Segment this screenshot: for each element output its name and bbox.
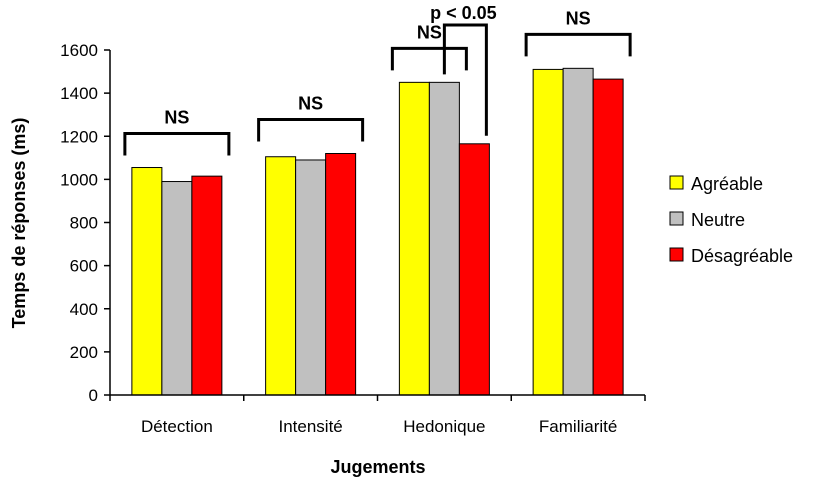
x-tick-label: Détection <box>141 417 213 436</box>
legend-swatch <box>669 175 684 190</box>
bar-familiarité-0 <box>532 68 564 396</box>
bar-détection-1 <box>161 181 193 396</box>
annotation-p-value: p < 0.05 <box>430 3 497 23</box>
bracket-ns <box>524 32 632 57</box>
x-ticks-group: Détection Intensité Hedonique Familiarité <box>109 395 646 436</box>
legend-label: Désagréable <box>691 246 793 266</box>
x-tick-label: Hedonique <box>403 417 485 436</box>
bar-intensité-0 <box>265 156 297 396</box>
legend: Agréable Neutre Désagréable <box>669 174 793 266</box>
y-tick-label: 600 <box>70 257 98 276</box>
legend-label: Neutre <box>691 210 745 230</box>
y-tick-label: 1600 <box>60 41 98 60</box>
x-axis-title: Jugements <box>330 457 425 477</box>
y-tick-label: 0 <box>89 386 98 405</box>
bracket-ns <box>390 46 468 71</box>
y-tick-label: 1400 <box>60 84 98 103</box>
legend-swatch <box>669 211 684 226</box>
bars-group <box>131 67 624 396</box>
bar-familiarité-1 <box>562 67 594 396</box>
legend-label: Agréable <box>691 174 763 194</box>
bracket-ns <box>123 132 231 156</box>
bracket-significance <box>442 23 488 136</box>
bar-détection-0 <box>131 167 163 396</box>
bar-hedonique-0 <box>398 81 430 396</box>
y-tick-label: 800 <box>70 214 98 233</box>
y-tick-label: 400 <box>70 300 98 319</box>
annotation-ns: NS <box>298 94 323 114</box>
y-axis-title: Temps de réponses (ms) <box>9 118 29 329</box>
bar-familiarité-2 <box>592 78 624 396</box>
bar-intensité-2 <box>325 153 357 396</box>
annotation-ns: NS <box>417 22 442 42</box>
bar-détection-2 <box>191 175 223 396</box>
x-tick-label: Familiarité <box>539 417 617 436</box>
annotation-ns: NS <box>164 108 189 128</box>
bar-hedonique-2 <box>458 143 490 396</box>
y-ticks-group: 0 200 400 600 800 1000 1200 1400 1600 <box>60 41 110 405</box>
y-tick-label: 1000 <box>60 170 98 189</box>
legend-swatch <box>669 247 684 262</box>
y-tick-label: 1200 <box>60 127 98 146</box>
annotation-ns: NS <box>566 8 591 28</box>
x-tick-label: Intensité <box>278 417 342 436</box>
y-tick-label: 200 <box>70 343 98 362</box>
bar-hedonique-1 <box>428 81 460 396</box>
bracket-ns <box>257 118 365 142</box>
bar-intensité-1 <box>295 159 327 396</box>
